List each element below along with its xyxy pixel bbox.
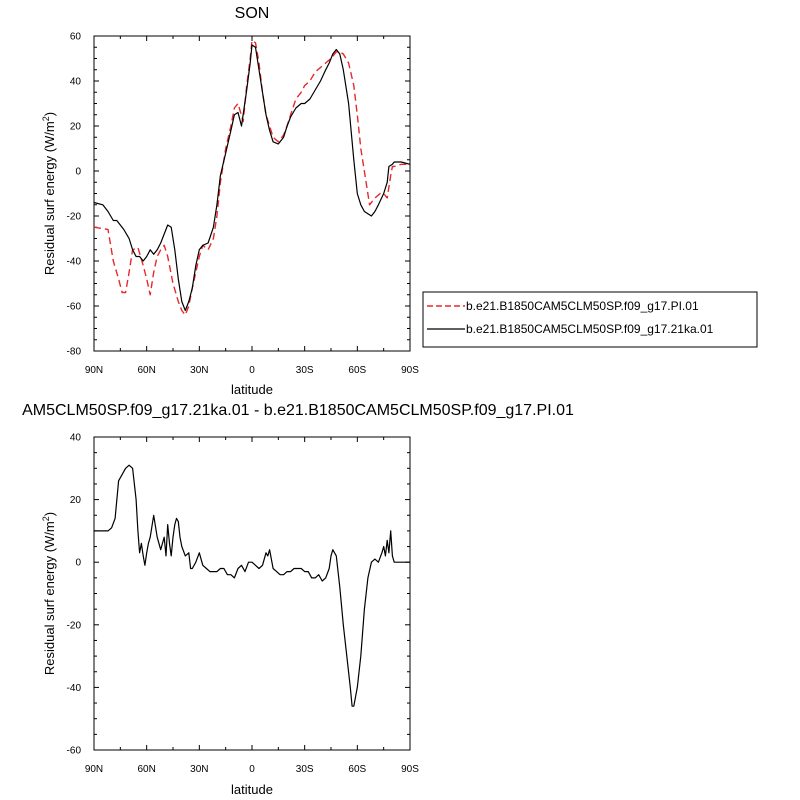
series-line-2 bbox=[93, 44, 411, 312]
top-series-lines bbox=[93, 39, 411, 316]
x-tick-label: 60S bbox=[348, 764, 366, 775]
x-tick-label: 60N bbox=[137, 365, 155, 376]
top-chart: SON 90N 60N 30N 0 30S 60S 90S -80 -60 -40 -20 0 20 40… bbox=[41, 5, 419, 397]
legend-entry-pi: b.e21.B1850CAM5CLM50SP.f09_g17.PI.01 bbox=[466, 299, 699, 313]
y-tick-label: -20 bbox=[67, 620, 82, 631]
x-tick-label: 0 bbox=[249, 764, 255, 775]
bottom-y-axis-label: Residual surf energy (W/m2) bbox=[41, 512, 57, 675]
y-tick-label: 40 bbox=[70, 433, 82, 444]
legend: b.e21.B1850CAM5CLM50SP.f09_g17.PI.01 b.e… bbox=[422, 291, 758, 348]
x-tick-label: 30S bbox=[296, 365, 314, 376]
bottom-plot-frame bbox=[93, 436, 411, 751]
y-tick-label: 0 bbox=[75, 558, 81, 569]
bottom-series-lines bbox=[94, 464, 410, 707]
x-tick-label: 90N bbox=[85, 365, 103, 376]
y-tick-label: 20 bbox=[70, 495, 82, 506]
x-tick-label: 30N bbox=[190, 764, 208, 775]
x-tick-label: 90N bbox=[85, 764, 103, 775]
y-tick-label: -80 bbox=[67, 347, 82, 358]
series-line-1 bbox=[94, 464, 410, 707]
y-tick-label: 20 bbox=[70, 122, 82, 133]
x-tick-label: 60S bbox=[348, 365, 366, 376]
bottom-chart-title: AM5CLM50SP.f09_g17.21ka.01 - b.e21.B1850… bbox=[22, 402, 574, 419]
x-tick-label: 90S bbox=[401, 365, 419, 376]
top-plot-frame bbox=[93, 35, 411, 352]
x-tick-label: 0 bbox=[249, 365, 255, 376]
y-tick-label: -40 bbox=[67, 683, 82, 694]
legend-entry-21ka: b.e21.B1850CAM5CLM50SP.f09_g17.21ka.01 bbox=[466, 322, 714, 336]
y-tick-label: -20 bbox=[67, 212, 82, 223]
x-tick-label: 60N bbox=[137, 764, 155, 775]
series-line-1 bbox=[93, 39, 410, 316]
y-tick-label: 0 bbox=[75, 167, 81, 178]
bottom-axis-ticks: 90N 60N 30N 0 30S 60S 90S -60 -40 -20 0 20 40 bbox=[67, 433, 420, 776]
top-axis-ticks: 90N 60N 30N 0 30S 60S 90S -80 -60 -40 -20 0 20 40 60 bbox=[67, 32, 420, 377]
y-tick-label: -60 bbox=[67, 302, 82, 313]
y-tick-label: -40 bbox=[67, 257, 82, 268]
x-tick-label: 90S bbox=[401, 764, 419, 775]
x-tick-label: 30N bbox=[190, 365, 208, 376]
y-tick-label: 60 bbox=[70, 32, 82, 43]
x-tick-label: 30S bbox=[296, 764, 314, 775]
y-tick-label: -60 bbox=[67, 746, 82, 757]
top-y-axis-label: Residual surf energy (W/m2) bbox=[41, 112, 57, 275]
legend-box bbox=[422, 291, 758, 348]
top-chart-title: SON bbox=[235, 5, 270, 22]
bottom-x-axis-label: latitude bbox=[231, 782, 273, 797]
bottom-chart: AM5CLM50SP.f09_g17.21ka.01 - b.e21.B1850… bbox=[22, 402, 574, 797]
top-x-axis-label: latitude bbox=[231, 382, 273, 397]
y-tick-label: 40 bbox=[70, 77, 82, 88]
